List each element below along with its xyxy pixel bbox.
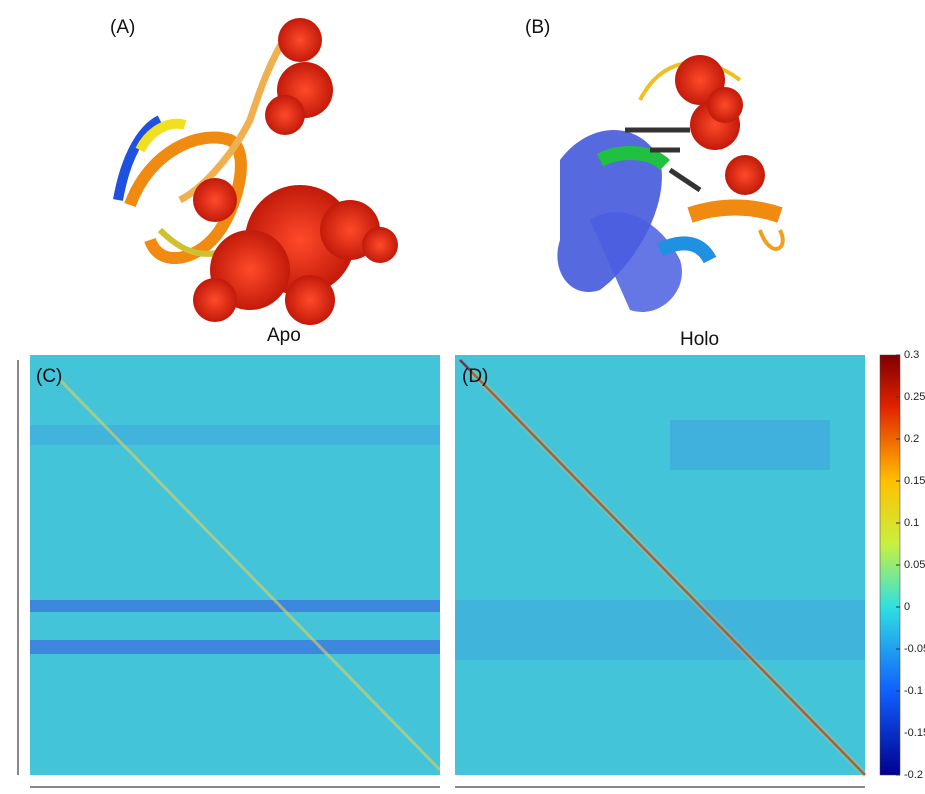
tick-label: 0.25 — [904, 391, 925, 403]
tick-label: -0.05 — [904, 643, 925, 655]
panel-label: (D) — [462, 366, 488, 387]
colorbar-ticks: 0.3 0.25 0.2 0.15 0.1 0.05 0 -0.05 -0.1 -0.15 -0.2 — [896, 349, 925, 781]
heatmap-d — [455, 355, 865, 775]
panel-caption: Holo — [680, 329, 719, 350]
tick-label: 0 — [904, 601, 910, 613]
tick-label: 0.05 — [904, 559, 925, 571]
tick-label: 0.1 — [904, 517, 919, 529]
apo-structure — [118, 18, 398, 325]
panel-caption: Apo — [267, 325, 301, 346]
tick-label: -0.1 — [904, 685, 923, 697]
tick-label: -0.15 — [904, 727, 925, 739]
panel-label: (B) — [525, 17, 550, 38]
tick-label: 0.2 — [904, 433, 919, 445]
tick-label: 0.3 — [904, 349, 919, 361]
heatmap-c — [30, 355, 440, 775]
tick-label: -0.2 — [904, 769, 923, 781]
panel-label: (C) — [36, 366, 62, 387]
figure: (A) (B) Apo Holo (C) (D) 0.30.250.20.150… — [0, 0, 925, 794]
tick-label: 0.15 — [904, 475, 925, 487]
holo-structure — [557, 55, 782, 312]
panel-label: (A) — [110, 17, 135, 38]
